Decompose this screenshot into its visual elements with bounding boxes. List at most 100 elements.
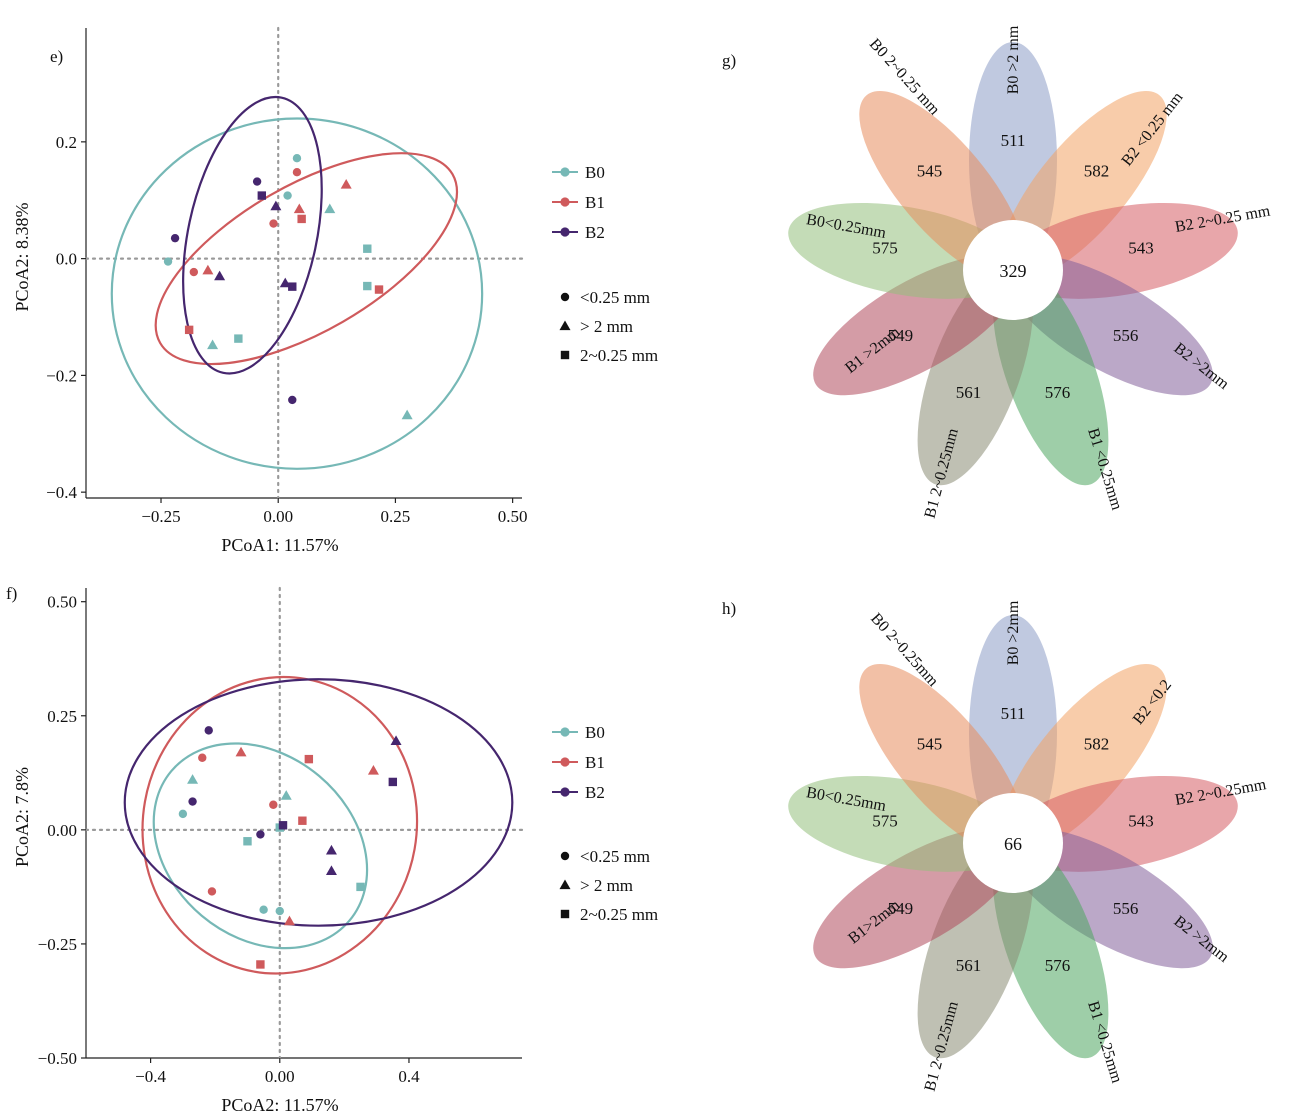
- legend-label-b2: B2: [585, 783, 605, 802]
- data-point-b2: [325, 844, 337, 855]
- petal-count: 561: [956, 383, 982, 402]
- x-tick-label: 0.50: [498, 507, 528, 526]
- legend-shape-label: 2~0.25 mm: [580, 346, 658, 365]
- petal-count: 549: [888, 326, 914, 345]
- legend-marker-b2: [560, 787, 570, 797]
- x-tick-label: −0.4: [135, 1067, 166, 1086]
- data-point-b0: [163, 257, 173, 266]
- venn-center-count: 66: [1004, 834, 1022, 854]
- x-axis-title: PCoA2: 11.57%: [221, 1095, 338, 1111]
- data-point-b2: [388, 777, 398, 787]
- y-tick-label: 0.50: [47, 593, 77, 612]
- petal-count: 545: [917, 161, 943, 180]
- y-axis-title: PCoA2: 7.8%: [12, 767, 32, 867]
- data-point-b0: [234, 334, 243, 343]
- data-point-b2: [278, 821, 288, 830]
- y-tick-label: −0.50: [38, 1049, 77, 1068]
- x-tick-label: 0.25: [381, 507, 411, 526]
- data-point-b1: [297, 214, 306, 224]
- confidence-ellipse-b2: [123, 678, 514, 927]
- data-point-b1: [207, 887, 217, 896]
- panel-label: e): [50, 47, 63, 66]
- data-point-b1: [184, 325, 194, 335]
- data-point-b1: [283, 915, 295, 926]
- petal-count: 576: [1045, 383, 1071, 402]
- confidence-ellipse-b1: [154, 152, 459, 366]
- data-point-b2: [288, 282, 297, 291]
- y-tick-label: −0.25: [38, 935, 77, 954]
- data-point-b1: [198, 753, 207, 762]
- pcoa-panel-e: e) −0.25 0.00 0.25 0.50 −0.4 −0.2 0.0 0.2 PCoA1: …: [12, 26, 658, 555]
- confidence-ellipse-b0: [152, 742, 369, 950]
- y-tick-label: 0.2: [56, 133, 77, 152]
- legend-label-b1: B1: [585, 753, 605, 772]
- data-point-b2: [288, 395, 297, 405]
- petal-count: 543: [1128, 811, 1154, 830]
- petal-count: 556: [1113, 899, 1139, 918]
- legend-label-b2: B2: [585, 223, 605, 242]
- data-point-b2: [257, 191, 267, 200]
- legend-marker-b2: [560, 227, 570, 237]
- venn-center-count: 329: [1000, 261, 1027, 281]
- data-point-b2: [252, 177, 262, 186]
- data-point-b2: [279, 277, 291, 288]
- data-point-b1: [298, 816, 307, 825]
- petal-count: 582: [1084, 161, 1110, 180]
- legend-marker-b1: [560, 757, 570, 767]
- legend-marker-b0: [560, 727, 570, 737]
- petal-count: 549: [888, 899, 914, 918]
- legend-shape-label: <0.25 mm: [580, 847, 650, 866]
- y-tick-label: −0.4: [46, 483, 77, 502]
- petal-label: B0 >2mm: [1005, 600, 1022, 665]
- y-tick-label: 0.25: [47, 707, 77, 726]
- data-point-b2: [325, 865, 337, 876]
- data-point-b0: [243, 837, 252, 846]
- panel-label: g): [722, 51, 736, 70]
- petal-count: 556: [1113, 326, 1139, 345]
- legend-shape-label: > 2 mm: [580, 876, 633, 895]
- legend-shape-triangle: [559, 320, 571, 331]
- data-point-b0: [207, 339, 219, 350]
- data-point-b1: [189, 267, 199, 277]
- legend-label-b0: B0: [585, 723, 605, 742]
- x-tick-label: 0.00: [265, 1067, 295, 1086]
- legend-shape-square: [560, 350, 570, 360]
- legend-label-b0: B0: [585, 163, 605, 182]
- data-point-b1: [269, 800, 278, 809]
- data-point-b2: [170, 233, 180, 243]
- data-point-b0: [283, 191, 292, 200]
- x-tick-label: −0.25: [141, 507, 180, 526]
- panel-label: f): [6, 584, 17, 603]
- petal-count: 543: [1128, 238, 1154, 257]
- confidence-ellipse-b2: [182, 95, 323, 375]
- legend-marker-b0: [560, 167, 570, 177]
- data-point-b1: [202, 264, 214, 275]
- data-point-b0: [259, 905, 268, 914]
- data-point-b1: [304, 754, 314, 764]
- data-point-b0: [187, 774, 199, 784]
- x-tick-label: 0.00: [263, 507, 293, 526]
- data-point-b0: [363, 281, 372, 291]
- data-point-b0: [280, 790, 292, 800]
- data-point-b2: [270, 200, 282, 211]
- y-tick-label: 0.0: [56, 250, 77, 269]
- venn-center-circle: [963, 793, 1063, 893]
- data-point-b1: [293, 203, 305, 214]
- petal-count: 576: [1045, 956, 1071, 975]
- legend-shape-label: > 2 mm: [580, 317, 633, 336]
- data-point-b0: [401, 409, 413, 420]
- panel-label: h): [722, 599, 736, 618]
- data-point-b2: [204, 726, 213, 735]
- data-point-b1: [235, 746, 247, 757]
- data-point-b1: [340, 178, 352, 189]
- data-point-b1: [292, 168, 302, 177]
- petal-count: 511: [1001, 131, 1026, 150]
- petal-label: B0 >2 mm: [1005, 25, 1022, 94]
- legend-shape-square: [560, 909, 570, 919]
- petal-count: 575: [872, 238, 898, 257]
- data-point-b2: [256, 830, 265, 839]
- confidence-ellipse-b0: [110, 117, 484, 470]
